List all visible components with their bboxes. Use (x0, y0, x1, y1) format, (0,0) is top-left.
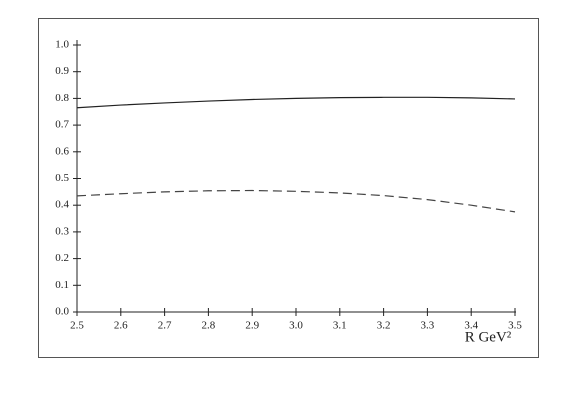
x-tick-label: 2.5 (70, 320, 84, 332)
y-tick-label: 0.5 (55, 172, 69, 184)
chart-frame (38, 18, 539, 358)
y-tick-label: 0.3 (55, 225, 69, 237)
y-tick-label: 0.2 (55, 252, 69, 264)
y-tick-label: 0.8 (55, 92, 69, 104)
x-tick-label: 2.7 (158, 320, 172, 332)
x-tick-label: 2.6 (114, 320, 128, 332)
x-tick-label: 3.1 (333, 320, 347, 332)
x-tick-label: 3.2 (377, 320, 391, 332)
x-tick-label: 2.9 (245, 320, 259, 332)
y-tick-label: 0.4 (55, 199, 69, 211)
y-tick-label: 0.9 (55, 65, 69, 77)
x-tick-label: 2.8 (202, 320, 216, 332)
y-tick-label: 0.7 (55, 119, 69, 131)
x-axis-label: R GeV² (465, 329, 512, 345)
x-tick-label: 3.0 (289, 320, 303, 332)
series-line (76, 189, 516, 213)
y-tick-label: 0.6 (55, 145, 69, 157)
series-line (76, 96, 516, 109)
x-tick-label: 3.5 (508, 320, 522, 332)
x-tick-label: 3.3 (421, 320, 435, 332)
x-tick-label: 3.4 (464, 320, 478, 332)
y-tick-label: 0.0 (55, 306, 69, 318)
y-tick-label: 1.0 (55, 39, 69, 51)
y-tick-label: 0.1 (55, 279, 69, 291)
